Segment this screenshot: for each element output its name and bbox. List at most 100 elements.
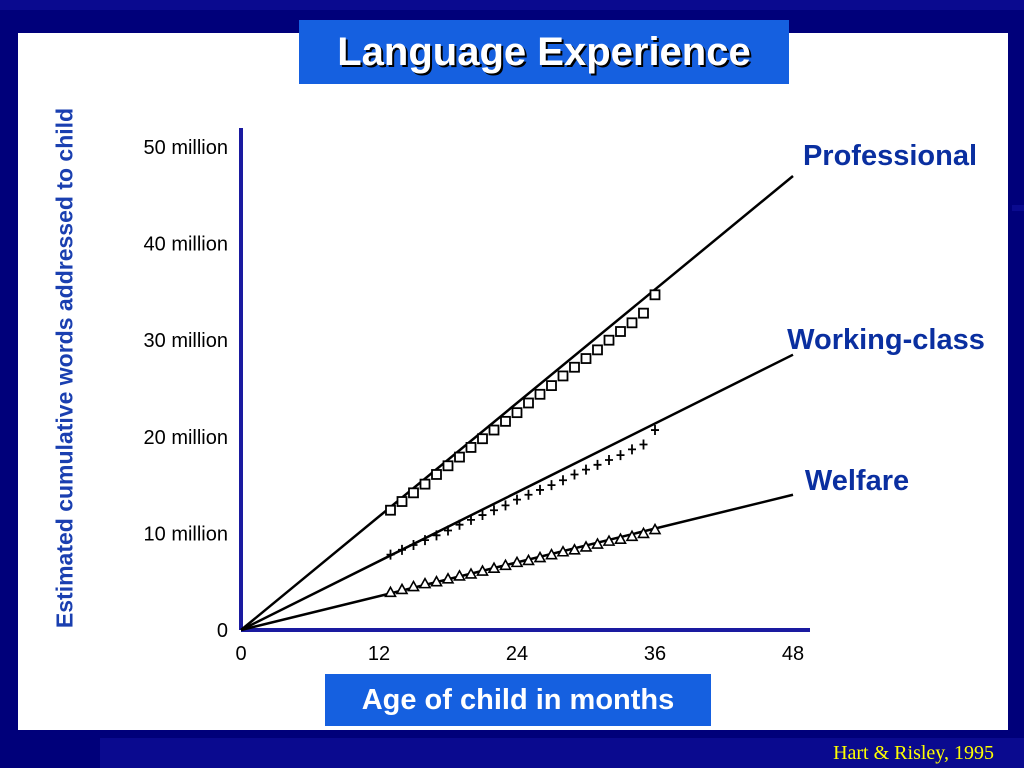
working-class-point (547, 480, 556, 491)
professional-point (431, 469, 442, 480)
working-class-point (398, 544, 406, 555)
working-class-point (513, 494, 521, 505)
citation: Hart & Risley, 1995 (833, 742, 994, 764)
professional-point (523, 397, 534, 409)
y-tick-label: 0 (217, 620, 228, 642)
y-tick-label: 30 million (144, 330, 228, 352)
y-tick-label: 10 million (144, 523, 228, 545)
professional-point (626, 317, 638, 329)
welfare-point (602, 534, 616, 546)
professional-point (546, 380, 557, 392)
professional-fit-line (240, 175, 794, 631)
welfare-point (441, 572, 455, 584)
working-class-point (421, 535, 429, 546)
series-labels: Professional Working-class Welfare (787, 140, 985, 497)
working-class-point (432, 530, 441, 541)
welfare-point (533, 550, 547, 563)
welfare-point (637, 526, 650, 539)
working-class-point (409, 539, 418, 550)
working-class-point (467, 514, 475, 525)
professional-point (592, 344, 603, 356)
working-class-fit-line (240, 353, 794, 632)
professional-point (580, 353, 592, 364)
background-stripe-right (1012, 205, 1024, 211)
professional-point (638, 307, 649, 319)
welfare-point (453, 569, 466, 581)
welfare-point (591, 537, 604, 549)
welfare-label: Welfare (805, 465, 909, 497)
x-tick-label: 12 (368, 643, 390, 665)
x-tick-label: 36 (644, 643, 666, 665)
axes (239, 128, 810, 632)
professional-point (557, 370, 569, 382)
chart-title: Language Experience (337, 29, 751, 74)
working-class-point (639, 439, 648, 450)
welfare-point (476, 564, 489, 576)
working-class-point (536, 484, 544, 495)
welfare-point (522, 553, 535, 566)
background-stripe-top (0, 0, 1024, 10)
x-axis-label-box: Age of child in months (325, 674, 711, 726)
working-class-point (651, 425, 659, 436)
welfare-point (407, 579, 420, 592)
welfare-point (510, 555, 524, 568)
professional-point (488, 424, 500, 436)
professional-point (569, 361, 580, 373)
y-tick-label: 50 million (144, 137, 228, 159)
y-tick-label: 20 million (144, 427, 228, 449)
working-class-point (582, 464, 590, 475)
working-class-point (478, 510, 487, 521)
working-class-point (559, 475, 567, 486)
working-class-point (628, 444, 636, 455)
tick-labels: 0 12 24 36 48 0 10 million 20 million 30 million… (144, 137, 805, 665)
professional-point (649, 289, 661, 301)
welfare-point (430, 575, 443, 587)
welfare-point (499, 558, 512, 571)
x-tick-label: 48 (782, 643, 804, 665)
professional-point (603, 334, 615, 346)
professional-point (534, 388, 546, 400)
welfare-point (384, 585, 397, 598)
y-axis-label: Estimated cumulative words addressed to … (51, 107, 78, 629)
professional-point (477, 433, 488, 445)
chart-panel (18, 33, 1008, 730)
professional-point (500, 415, 511, 427)
professional-point (396, 496, 408, 507)
professional-label: Professional (803, 140, 977, 172)
working-class-point (616, 450, 625, 461)
professional-point (385, 504, 396, 516)
professional-point (454, 451, 465, 463)
professional-point (408, 487, 419, 499)
welfare-point (556, 545, 570, 557)
welfare-point (395, 582, 409, 595)
welfare-point (545, 548, 558, 560)
working-class-point (501, 500, 510, 511)
professional-point (442, 460, 454, 472)
professional-point (615, 326, 626, 337)
welfare-point (648, 522, 662, 535)
professional-point (419, 478, 431, 490)
working-class-point (444, 525, 452, 536)
working-class-point (455, 519, 464, 530)
working-class-point (386, 549, 395, 560)
working-class-point (570, 469, 579, 480)
x-tick-label: 24 (506, 643, 528, 665)
background-stripe-bottom (100, 738, 1024, 768)
title-box: Language Experience (299, 20, 789, 84)
working-class-point (593, 459, 602, 470)
welfare-point (568, 543, 581, 555)
working-class-label: Working-class (787, 324, 985, 356)
welfare-point (464, 567, 478, 579)
data-points (384, 289, 662, 598)
welfare-point (614, 532, 627, 544)
working-class-point (524, 489, 533, 500)
welfare-point (418, 576, 432, 589)
y-tick-label: 40 million (144, 234, 228, 256)
x-tick-label: 0 (235, 643, 246, 665)
welfare-point (487, 561, 501, 573)
professional-point (465, 442, 477, 453)
x-axis-label: Age of child in months (361, 683, 675, 716)
working-class-point (605, 454, 613, 465)
welfare-point (625, 529, 639, 542)
